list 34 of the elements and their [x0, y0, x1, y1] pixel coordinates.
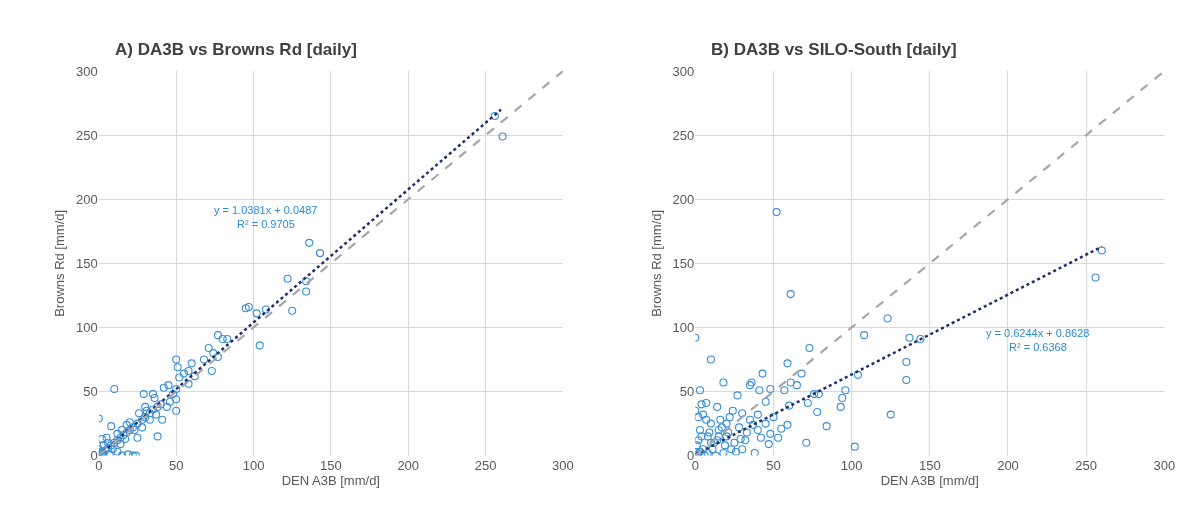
y-tick-label: 250 [672, 127, 695, 143]
annotation: y = 1.0381x + 0.0487 [214, 204, 318, 216]
annotation: R² = 0.6368 [1009, 341, 1067, 353]
x-axis-title: DEN A3B [mm/d] [880, 473, 979, 489]
x-tick-label: 100 [840, 457, 863, 473]
x-tick-label: 250 [1075, 457, 1098, 473]
y-tick-label: 200 [672, 191, 695, 207]
annotation: R² = 0.9705 [237, 218, 295, 230]
chart-title: B) DA3B vs SILO-South [daily] [711, 40, 957, 59]
x-tick-label: 300 [552, 457, 574, 473]
x-tick-label: 50 [766, 457, 781, 473]
y-tick-label: 200 [76, 191, 98, 207]
y-tick-label: 100 [672, 320, 695, 335]
x-tick-label: 250 [474, 457, 497, 473]
x-tick-label: 100 [242, 457, 265, 473]
y-tick-label: 250 [76, 127, 98, 143]
x-tick-label: 200 [397, 457, 420, 473]
y-tick-label: 300 [76, 63, 98, 79]
x-tick-label: 150 [320, 457, 342, 473]
y-axis-title: Browns Rd [mm/d] [52, 209, 68, 317]
x-tick-label: 200 [997, 457, 1019, 473]
y-axis-title: Browns Rd [mm/d] [648, 209, 664, 317]
annotation: y = 0.6244x + 0.8628 [986, 327, 1090, 339]
y-tick-label: 300 [672, 63, 695, 79]
x-tick-label: 300 [1153, 457, 1176, 473]
x-axis-title: DEN A3B [mm/d] [281, 473, 380, 489]
y-tick-label: 150 [76, 255, 98, 271]
chart-title: A) DA3B vs Browns Rd [daily] [115, 40, 357, 59]
y-tick-label: 150 [672, 255, 695, 271]
y-tick-label: 100 [76, 320, 98, 335]
y-tick-label: 50 [679, 384, 695, 400]
x-tick-label: 50 [168, 457, 184, 473]
x-tick-label: 150 [918, 457, 941, 473]
y-tick-label: 50 [83, 384, 98, 400]
